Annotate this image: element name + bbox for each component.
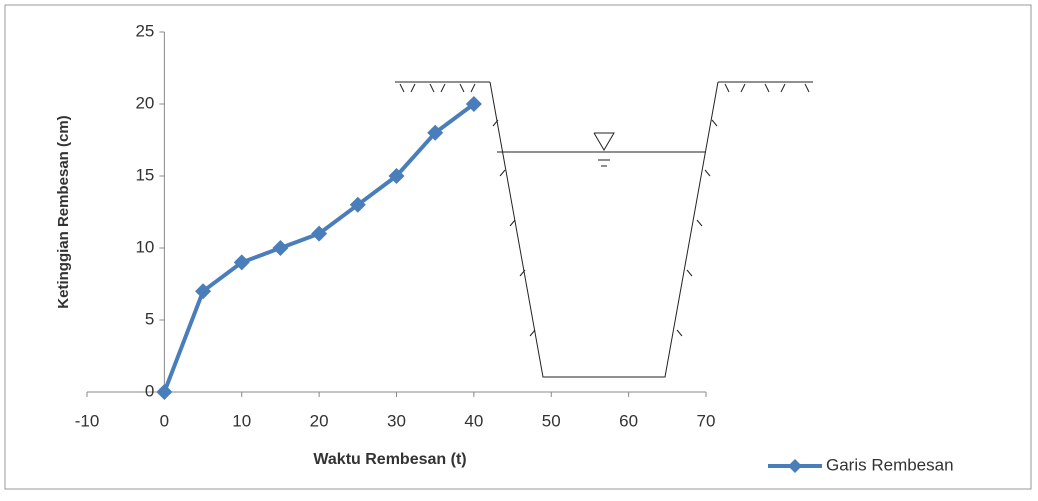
x-tick-label: 20 — [310, 411, 329, 430]
point-marker — [388, 168, 405, 184]
y-axis-label: Ketinggian Rembesan (cm) — [55, 115, 72, 308]
x-axis-label: Waktu Rembesan (t) — [313, 451, 466, 468]
point-marker — [233, 254, 250, 271]
x-tick-label: 0 — [160, 411, 169, 430]
y-tick-label: 20 — [135, 93, 154, 112]
y-tick-label: 15 — [135, 165, 154, 184]
y-tick-label: 10 — [135, 237, 154, 256]
y-tick-label: 0 — [145, 381, 154, 400]
point-marker — [195, 283, 212, 300]
channel-diagram — [395, 81, 813, 378]
x-tick-label: 30 — [387, 411, 406, 430]
chart-frame — [4, 4, 1032, 490]
x-tick-label: 70 — [697, 411, 716, 430]
x-tick-label: 60 — [619, 411, 638, 430]
y-tick-label: 25 — [135, 21, 154, 40]
x-tick-label: 10 — [232, 411, 251, 430]
point-marker — [311, 225, 328, 242]
point-marker — [156, 384, 173, 400]
x-tick-label: 40 — [464, 411, 483, 430]
y-tick-label: 5 — [145, 309, 154, 328]
point-marker — [349, 196, 366, 213]
x-tick-label: 50 — [542, 411, 561, 430]
legend-label: Garis Rembesan — [826, 455, 954, 474]
point-marker — [427, 124, 444, 141]
point-marker — [465, 96, 482, 112]
point-marker — [272, 240, 289, 256]
x-tick-label: -10 — [75, 411, 100, 430]
legend-marker — [788, 459, 802, 473]
